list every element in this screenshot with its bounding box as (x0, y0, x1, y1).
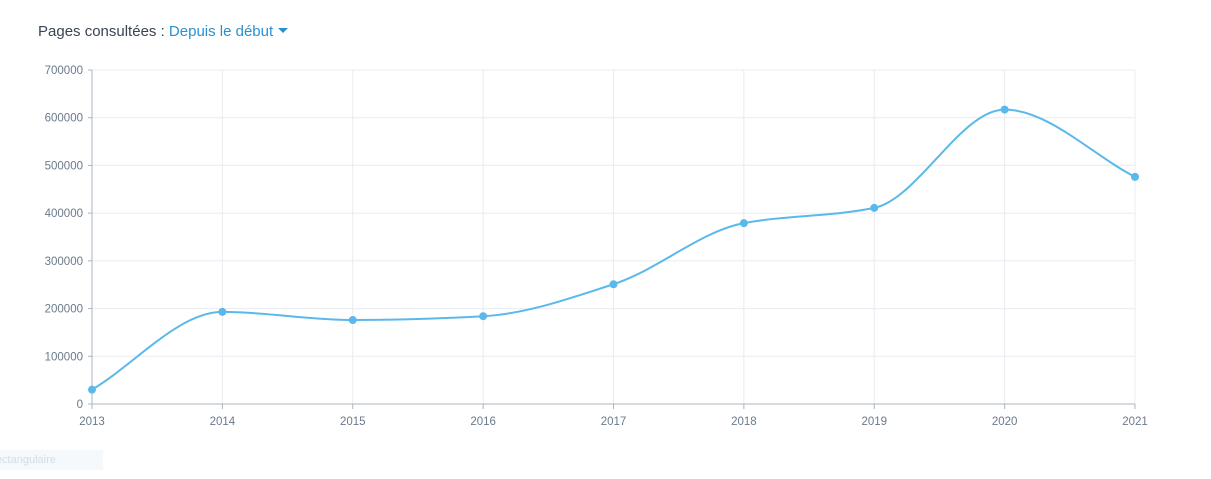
y-tick-label: 100000 (45, 351, 83, 363)
y-tick-label: 300000 (45, 256, 83, 268)
x-tick-label: 2021 (1122, 416, 1148, 428)
x-tick-label: 2019 (861, 416, 887, 428)
data-point (739, 219, 748, 228)
x-tick-label: 2015 (340, 416, 366, 428)
x-tick-label: 2014 (210, 416, 236, 428)
y-tick-label: 500000 (45, 160, 83, 172)
data-point (218, 307, 227, 316)
period-dropdown[interactable]: Depuis le début (168, 23, 289, 40)
x-tick-label: 2013 (79, 416, 105, 428)
caret-down-icon[interactable] (278, 28, 289, 33)
series-line (91, 108, 1136, 391)
chart-type-tag[interactable]: Rectangulaire (0, 450, 103, 470)
y-tick-label: 700000 (45, 65, 83, 77)
y-tick-label: 600000 (45, 113, 83, 125)
data-point (348, 316, 357, 325)
data-point (1000, 105, 1009, 114)
data-point (479, 312, 488, 321)
chart-header: Pages consultées : Depuis le début (38, 23, 289, 40)
y-tick-label: 0 (77, 399, 83, 411)
x-tick-label: 2018 (731, 416, 757, 428)
x-tick-label: 2016 (470, 416, 496, 428)
data-point (1131, 172, 1139, 181)
data-point (609, 280, 618, 289)
period-dropdown-label[interactable]: Depuis le début (168, 23, 274, 40)
chart-type-tag-label[interactable]: Rectangulaire (0, 454, 56, 466)
y-tick-label: 400000 (45, 208, 83, 220)
data-point (88, 385, 96, 394)
chart-title: Pages consultées : (38, 23, 165, 40)
x-tick-label: 2017 (601, 416, 627, 428)
data-point (870, 203, 879, 212)
y-tick-label: 200000 (45, 304, 83, 316)
x-tick-label: 2020 (992, 416, 1018, 428)
